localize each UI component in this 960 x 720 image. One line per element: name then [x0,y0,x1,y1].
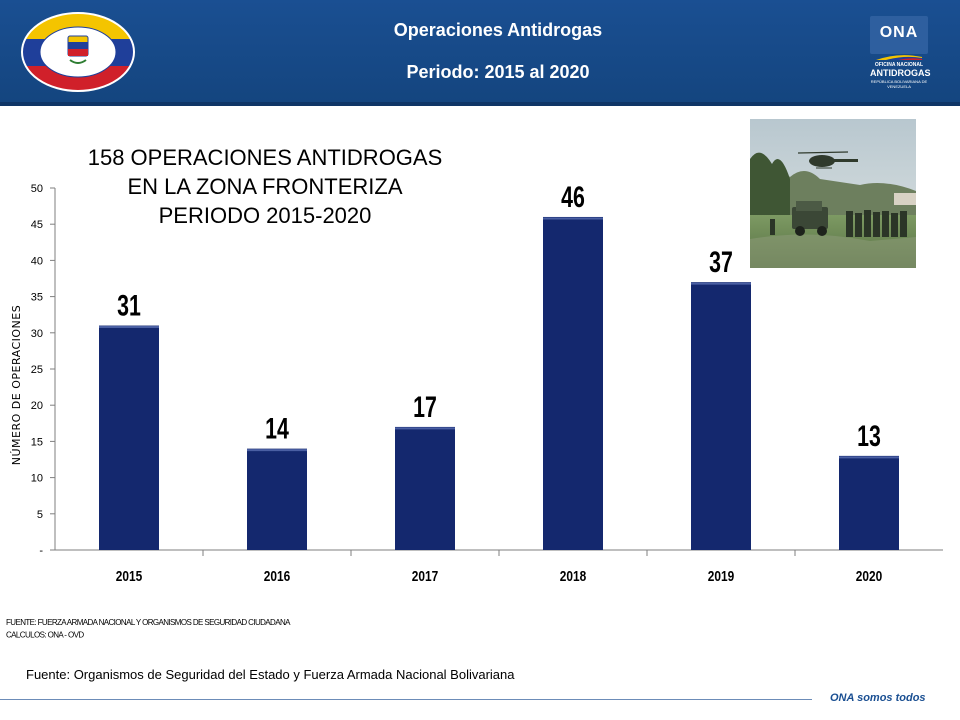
ona-logo-line1: OFICINA NACIONAL [874,62,924,68]
data-label: 31 [117,288,141,323]
page-subtitle: Periodo: 2015 al 2020 [406,62,590,82]
chart-source-note: FUENTE: FUERZA ARMADA NACIONAL Y ORGANIS… [6,616,606,641]
chart-title-line-2: EN LA ZONA FRONTERIZA [127,174,403,199]
chart-title-line-1: 158 OPERACIONES ANTIDROGAS [87,145,443,170]
helicopter-shape [797,151,858,169]
bar [543,216,603,550]
bar [691,282,751,550]
y-tick-label: 35 [31,292,43,304]
ona-logo-line3: REPÚBLICA BOLIVARIANA DE VENEZUELA [870,79,928,89]
y-tick-label: 25 [31,364,43,376]
military-operation-photo [750,119,916,268]
y-tick-label: 45 [31,219,43,231]
chart-title-line-3: PERIODO 2015-2020 [158,203,372,228]
x-tick-label: 2019 [708,568,734,584]
bar [247,448,307,550]
ona-logo-text: ONA [879,24,919,41]
data-label: 14 [265,411,289,446]
x-tick-label: 2018 [560,568,587,584]
footer-rule [0,699,812,700]
y-tick-label: - [39,545,43,557]
x-tick-label: 2016 [264,568,290,584]
data-label: 17 [413,389,437,424]
ona-logo-line2: ANTIDROGAS [870,68,931,78]
y-tick-label: 10 [31,473,43,485]
vehicle-shape [792,201,828,236]
data-label: 37 [709,244,733,279]
chart-title: 158 OPERACIONES ANTIDROGAS EN LA ZONA FR… [40,143,490,230]
x-tick-label: 2017 [412,568,438,584]
y-tick-label: 15 [31,436,43,448]
bar [395,426,455,550]
y-tick-label: 5 [37,509,43,521]
ministry-seal-logo [20,12,136,92]
bar-chart: - 5 10 15 20 25 30 35 40 45 50 31 2015 14 2016 17 2017 46… [31,179,943,584]
chart-calculation-line: CALCULOS: ONA - OVD [6,630,84,640]
y-tick-label: 20 [31,400,43,412]
soldiers-shape [770,210,907,237]
chart-source-line: FUENTE: FUERZA ARMADA NACIONAL Y ORGANIS… [6,617,290,627]
ona-tagline: ONA somos todos [830,692,926,704]
source-text: Fuente: Organismos de Seguridad del Esta… [26,667,515,682]
data-label: 13 [857,418,881,453]
page-title: Operaciones Antidrogas [393,20,603,40]
bar [99,325,159,550]
x-tick-label: 2015 [116,568,143,584]
x-tick-label: 2020 [856,568,882,584]
ona-logo: ONA OFICINA NACIONAL ANTIDROGAS REPÚBLIC… [870,16,931,89]
header-banner [0,0,960,102]
header-divider [0,102,960,106]
ona-logo-box [870,16,928,54]
bar [839,455,899,550]
y-tick-label: 40 [31,255,43,267]
ona-logo-flag [876,55,922,60]
y-axis-label: NÚMERO DE OPERACIONES [10,304,23,466]
y-tick-label: 30 [31,328,43,340]
y-tick-label: 50 [31,183,43,195]
data-label: 46 [561,179,585,214]
